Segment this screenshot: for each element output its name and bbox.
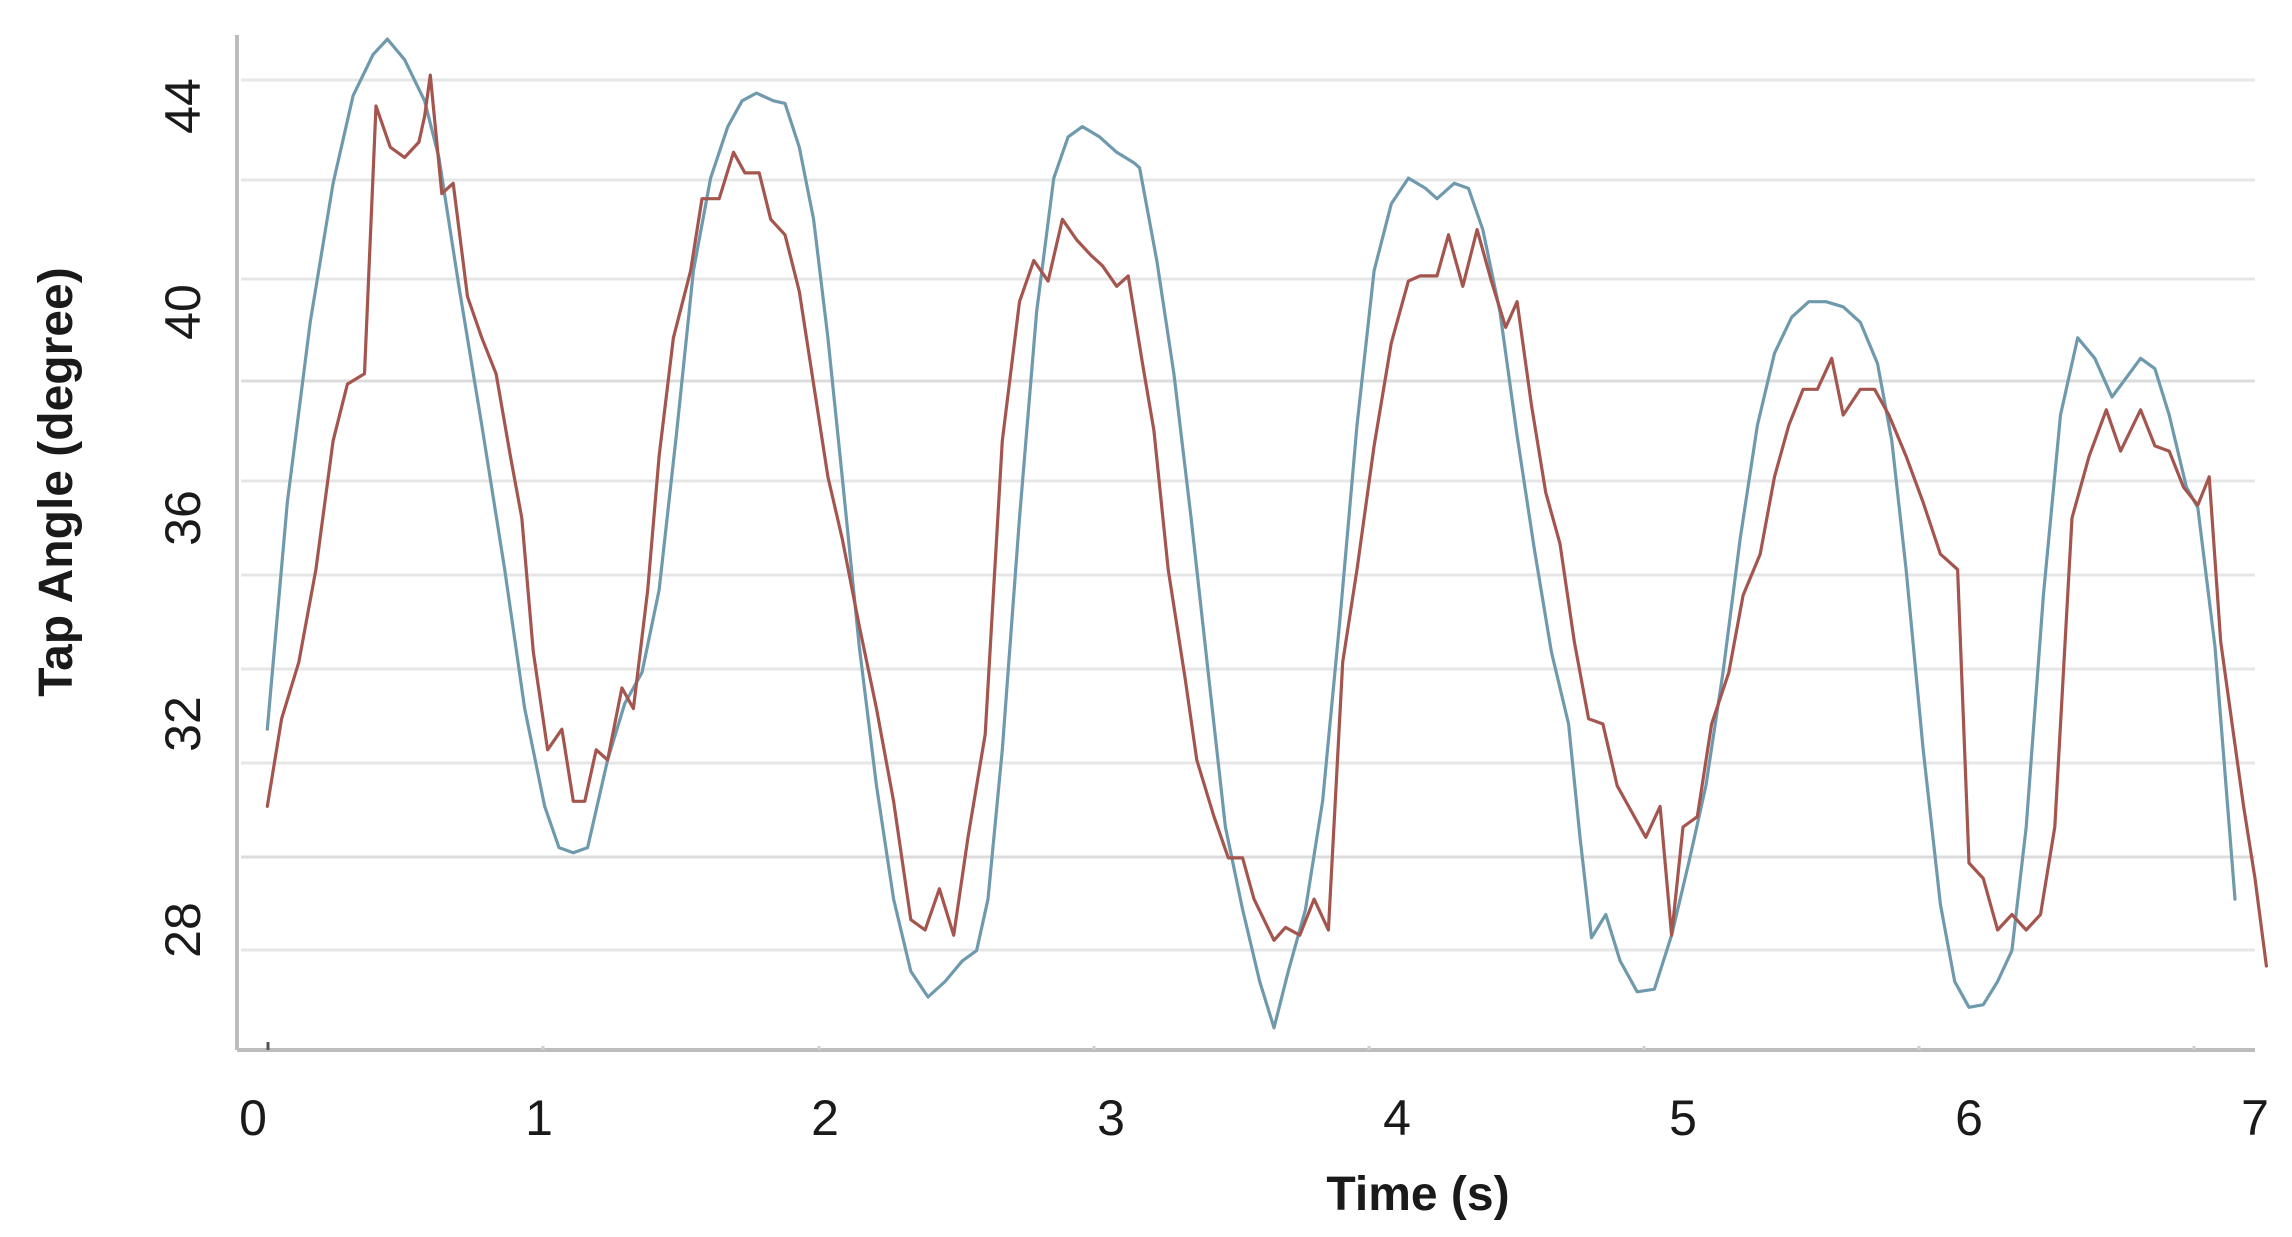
x-axis-title: Time (s)	[1326, 1168, 1509, 1221]
x-tick-label: 1	[525, 1090, 553, 1146]
y-axis-title: Tap Angle (degree)	[30, 267, 83, 696]
axes	[235, 35, 2255, 1052]
y-tick-label: 28	[155, 902, 211, 958]
series-layer	[265, 37, 2268, 1030]
x-tick-marks	[266, 1042, 2196, 1050]
x-tick-label: 7	[2241, 1090, 2269, 1146]
x-tick-label: 5	[1669, 1090, 1697, 1146]
y-tick-label: 32	[155, 696, 211, 752]
gridlines	[241, 78, 2255, 952]
y-tick-label: 40	[155, 284, 211, 340]
x-tick-labels: 0 1 2 3 4 5 6 7	[239, 1090, 2269, 1146]
y-tick-label: 36	[155, 490, 211, 546]
series-blue-line	[265, 37, 2237, 1030]
x-tick-label: 2	[811, 1090, 839, 1146]
x-tick-label: 0	[239, 1090, 267, 1146]
x-tick-label: 3	[1097, 1090, 1125, 1146]
series-red-line	[265, 73, 2268, 968]
x-tick-label: 6	[1955, 1090, 1983, 1146]
x-tick-label: 4	[1383, 1090, 1411, 1146]
y-tick-label: 44	[155, 78, 211, 134]
y-tick-labels: 28 32 36 40 44	[155, 78, 211, 958]
